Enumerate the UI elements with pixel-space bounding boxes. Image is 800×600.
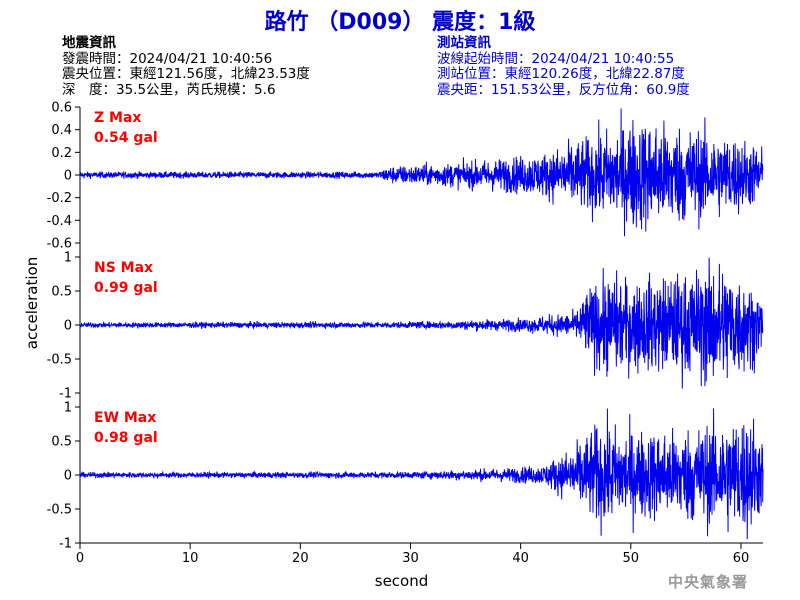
x-tick-label: 20 <box>292 551 309 566</box>
x-tick-label: 60 <box>733 551 750 566</box>
y-tick-label: 0 <box>64 169 72 184</box>
station-info: 測站資訊 波線起始時間：2024/04/21 10:40:55 測站位置：東經1… <box>437 35 690 98</box>
peak-label: EW Max <box>94 410 156 426</box>
panel-z: 0.6 0.4 0.2 0 -0.2 -0.4 -0.6 Z Max 0.54 gal <box>47 101 764 252</box>
y-tick-label: 0 <box>64 469 72 484</box>
y-tick-label: 1 <box>64 251 72 266</box>
x-tick-label: 10 <box>182 551 199 566</box>
panel-ns: 1 0.5 0 -0.5 -1 NS Max 0.99 gal <box>47 251 764 402</box>
wave-start-time: 波線起始時間：2024/04/21 10:40:55 <box>437 50 675 67</box>
peak-label: NS Max <box>94 260 153 276</box>
panel-ew: 1 0.5 0 -0.5 -1 EW Max 0.98 gal <box>47 401 764 552</box>
peak-value: 0.98 gal <box>94 430 158 446</box>
chart-title: 路竹 （D009） 震度：1級 <box>264 10 536 35</box>
peak-value: 0.54 gal <box>94 130 158 146</box>
epicentral-distance: 震央距：151.53公里，反方位角：60.9度 <box>437 81 690 98</box>
y-tick-label: 0.4 <box>51 123 72 138</box>
y-axis-title: acceleration <box>23 257 41 349</box>
agency-watermark: 中央氣象署 <box>667 573 748 591</box>
peak-label: Z Max <box>94 110 141 126</box>
waveform-trace <box>79 408 764 540</box>
y-tick-label: 0 <box>64 319 72 334</box>
x-tick-label: 30 <box>402 551 419 566</box>
waveform-trace <box>79 108 764 237</box>
x-tick-label: 50 <box>623 551 640 566</box>
peak-value: 0.99 gal <box>94 280 158 296</box>
y-tick-label: -0.4 <box>47 214 72 229</box>
y-tick-label: -0.6 <box>47 237 72 252</box>
x-tick-label: 0 <box>76 551 84 566</box>
y-tick-label: -0.5 <box>47 353 72 368</box>
y-tick-label: -0.2 <box>47 191 72 206</box>
x-tick-label: 40 <box>512 551 529 566</box>
epicenter: 震央位置：東經121.56度，北緯23.53度 <box>62 66 310 82</box>
event-info: 地震資訊 發震時間：2024/04/21 10:40:56 震央位置：東經121… <box>62 35 310 98</box>
y-tick-label: 0.5 <box>51 435 72 450</box>
depth-magnitude: 深 度：35.5公里，芮氏規模：5.6 <box>62 81 276 98</box>
station-location: 測站位置：東經120.26度，北緯22.87度 <box>437 66 685 82</box>
origin-time: 發震時間：2024/04/21 10:40:56 <box>62 50 273 67</box>
event-info-heading: 地震資訊 <box>62 35 116 51</box>
y-tick-label: -0.5 <box>47 503 72 518</box>
y-tick-label: 0.6 <box>51 101 72 116</box>
station-info-heading: 測站資訊 <box>437 35 491 51</box>
y-tick-label: -1 <box>59 537 72 552</box>
y-tick-label: 1 <box>64 401 72 416</box>
y-tick-label: -1 <box>59 387 72 402</box>
y-tick-label: 0.5 <box>51 285 72 300</box>
y-tick-label: 0.2 <box>51 146 72 161</box>
waveform-trace <box>79 257 764 389</box>
x-axis-title: second <box>375 572 429 590</box>
